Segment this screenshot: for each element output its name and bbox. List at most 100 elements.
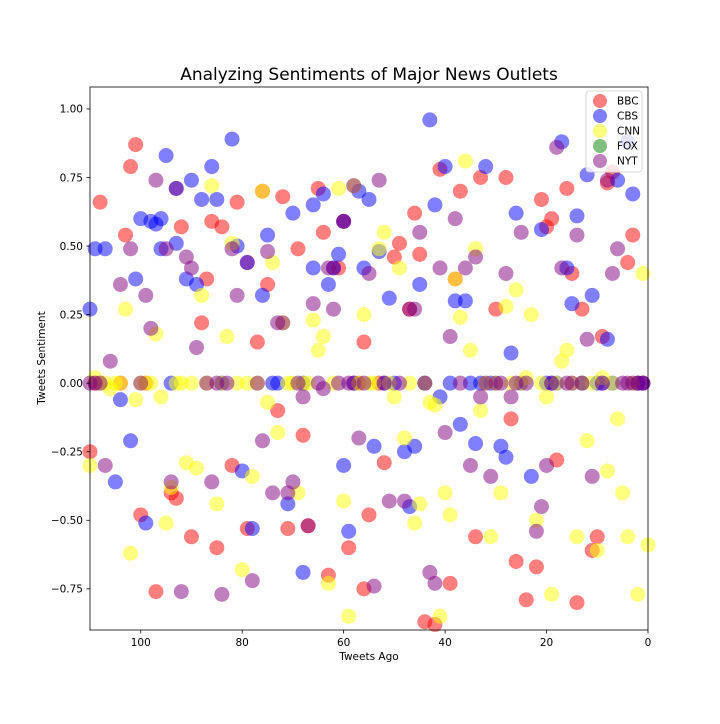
series-nyt xyxy=(82,139,651,602)
data-point-nyt xyxy=(92,375,108,391)
data-point-nyt xyxy=(427,575,443,591)
data-point-cnn xyxy=(473,403,489,419)
data-point-cnn xyxy=(635,265,651,281)
y-tick-label: 0.75 xyxy=(60,172,83,184)
data-point-cbs xyxy=(569,208,585,224)
data-point-cbs xyxy=(138,515,154,531)
data-point-bbc xyxy=(270,403,286,419)
data-point-cnn xyxy=(209,496,225,512)
legend: BBC CBS CNN FOX NYT xyxy=(585,90,643,173)
data-point-bbc xyxy=(498,170,514,185)
data-point-bbc xyxy=(295,427,311,443)
data-point-cnn xyxy=(234,562,250,578)
data-point-nyt xyxy=(397,493,413,509)
x-axis-label: Tweets Ago xyxy=(338,651,398,663)
data-point-cnn xyxy=(320,575,336,591)
chart-title: Analyzing Sentiments of Major News Outle… xyxy=(180,65,558,85)
data-point-nyt xyxy=(554,260,570,276)
data-point-bbc xyxy=(508,553,524,569)
y-tick-label: 0.00 xyxy=(60,378,83,390)
legend-label-bbc: BBC xyxy=(617,96,639,108)
data-point-nyt xyxy=(163,474,179,490)
data-point-cbs xyxy=(224,131,240,147)
data-point-bbc xyxy=(341,540,357,556)
data-point-cnn xyxy=(397,430,413,446)
data-point-bbc xyxy=(442,575,458,591)
x-tick-label: 20 xyxy=(540,637,553,649)
data-point-cbs xyxy=(468,436,484,452)
legend-label-cnn: CNN xyxy=(617,126,640,138)
data-point-cnn xyxy=(112,375,128,391)
data-point-cbs xyxy=(305,260,321,276)
data-point-nyt xyxy=(442,329,458,345)
data-point-cbs xyxy=(478,159,494,175)
data-point-nyt xyxy=(315,381,331,397)
data-point-cbs xyxy=(331,246,347,262)
data-point-cnn xyxy=(508,282,524,298)
data-point-nyt xyxy=(371,172,387,188)
data-point-nyt xyxy=(285,474,301,490)
data-point-nyt xyxy=(275,315,291,331)
data-point-cbs xyxy=(503,345,519,361)
data-point-cnn xyxy=(310,342,326,358)
data-point-cnn xyxy=(452,309,468,325)
data-point-nyt xyxy=(214,586,230,602)
data-point-cnn xyxy=(437,485,453,501)
data-point-cbs xyxy=(254,287,270,303)
data-point-nyt xyxy=(254,433,270,449)
data-point-nyt xyxy=(432,260,448,276)
data-point-cnn xyxy=(260,394,276,410)
data-point-nyt xyxy=(224,241,240,257)
data-point-cnn xyxy=(123,545,139,561)
data-point-cbs xyxy=(452,416,468,432)
data-point-nyt xyxy=(417,375,433,391)
data-point-cnn xyxy=(376,224,392,240)
data-point-cnn xyxy=(219,329,235,345)
data-point-nyt xyxy=(539,457,555,473)
data-point-cbs xyxy=(280,496,296,512)
data-point-bbc xyxy=(528,559,544,575)
data-point-nyt xyxy=(305,296,321,312)
y-tick-label: 1.00 xyxy=(60,104,83,116)
data-point-nyt xyxy=(549,139,565,155)
data-point-cnn xyxy=(610,411,626,427)
data-point-nyt xyxy=(183,260,199,276)
x-tick-label: 60 xyxy=(337,637,350,649)
data-point-cbs xyxy=(320,276,336,292)
x-tick-label: 80 xyxy=(235,637,248,649)
data-point-nyt xyxy=(544,375,560,391)
data-point-nyt xyxy=(249,375,265,391)
data-point-cbs xyxy=(204,159,220,175)
data-point-nyt xyxy=(265,485,281,501)
data-point-cnn xyxy=(315,329,331,345)
data-point-nyt xyxy=(391,375,407,391)
data-point-nyt xyxy=(229,287,245,303)
data-point-nyt xyxy=(148,172,164,188)
data-point-bbc xyxy=(118,227,134,243)
data-point-cnn xyxy=(442,507,458,523)
data-point-cbs xyxy=(341,523,357,539)
plot-area: 100 80 60 40 20 0 1.00 0.75 0.50 0.25 0.00 −0.25 −0.… xyxy=(51,86,656,649)
data-point-bbc xyxy=(173,219,189,235)
data-point-cbs xyxy=(361,191,377,207)
data-point-bbc xyxy=(280,521,296,537)
data-point-nyt xyxy=(574,375,590,391)
data-point-cbs xyxy=(260,227,276,243)
data-point-bbc xyxy=(194,315,210,331)
data-point-nyt xyxy=(407,301,423,317)
data-point-nyt xyxy=(503,389,519,405)
data-point-cnn xyxy=(579,433,595,449)
data-point-cnn xyxy=(244,468,260,484)
data-point-cbs xyxy=(381,290,397,306)
data-point-bbc xyxy=(391,235,407,251)
plot-frame xyxy=(89,86,649,631)
data-point-cnn xyxy=(427,397,443,413)
legend-marker-cbs xyxy=(593,109,607,123)
data-point-cnn xyxy=(183,375,199,391)
data-point-nyt xyxy=(513,224,529,240)
data-point-cbs xyxy=(315,186,331,202)
data-point-cnn xyxy=(528,512,544,528)
data-point-nyt xyxy=(320,260,336,276)
data-point-nyt xyxy=(356,375,372,391)
